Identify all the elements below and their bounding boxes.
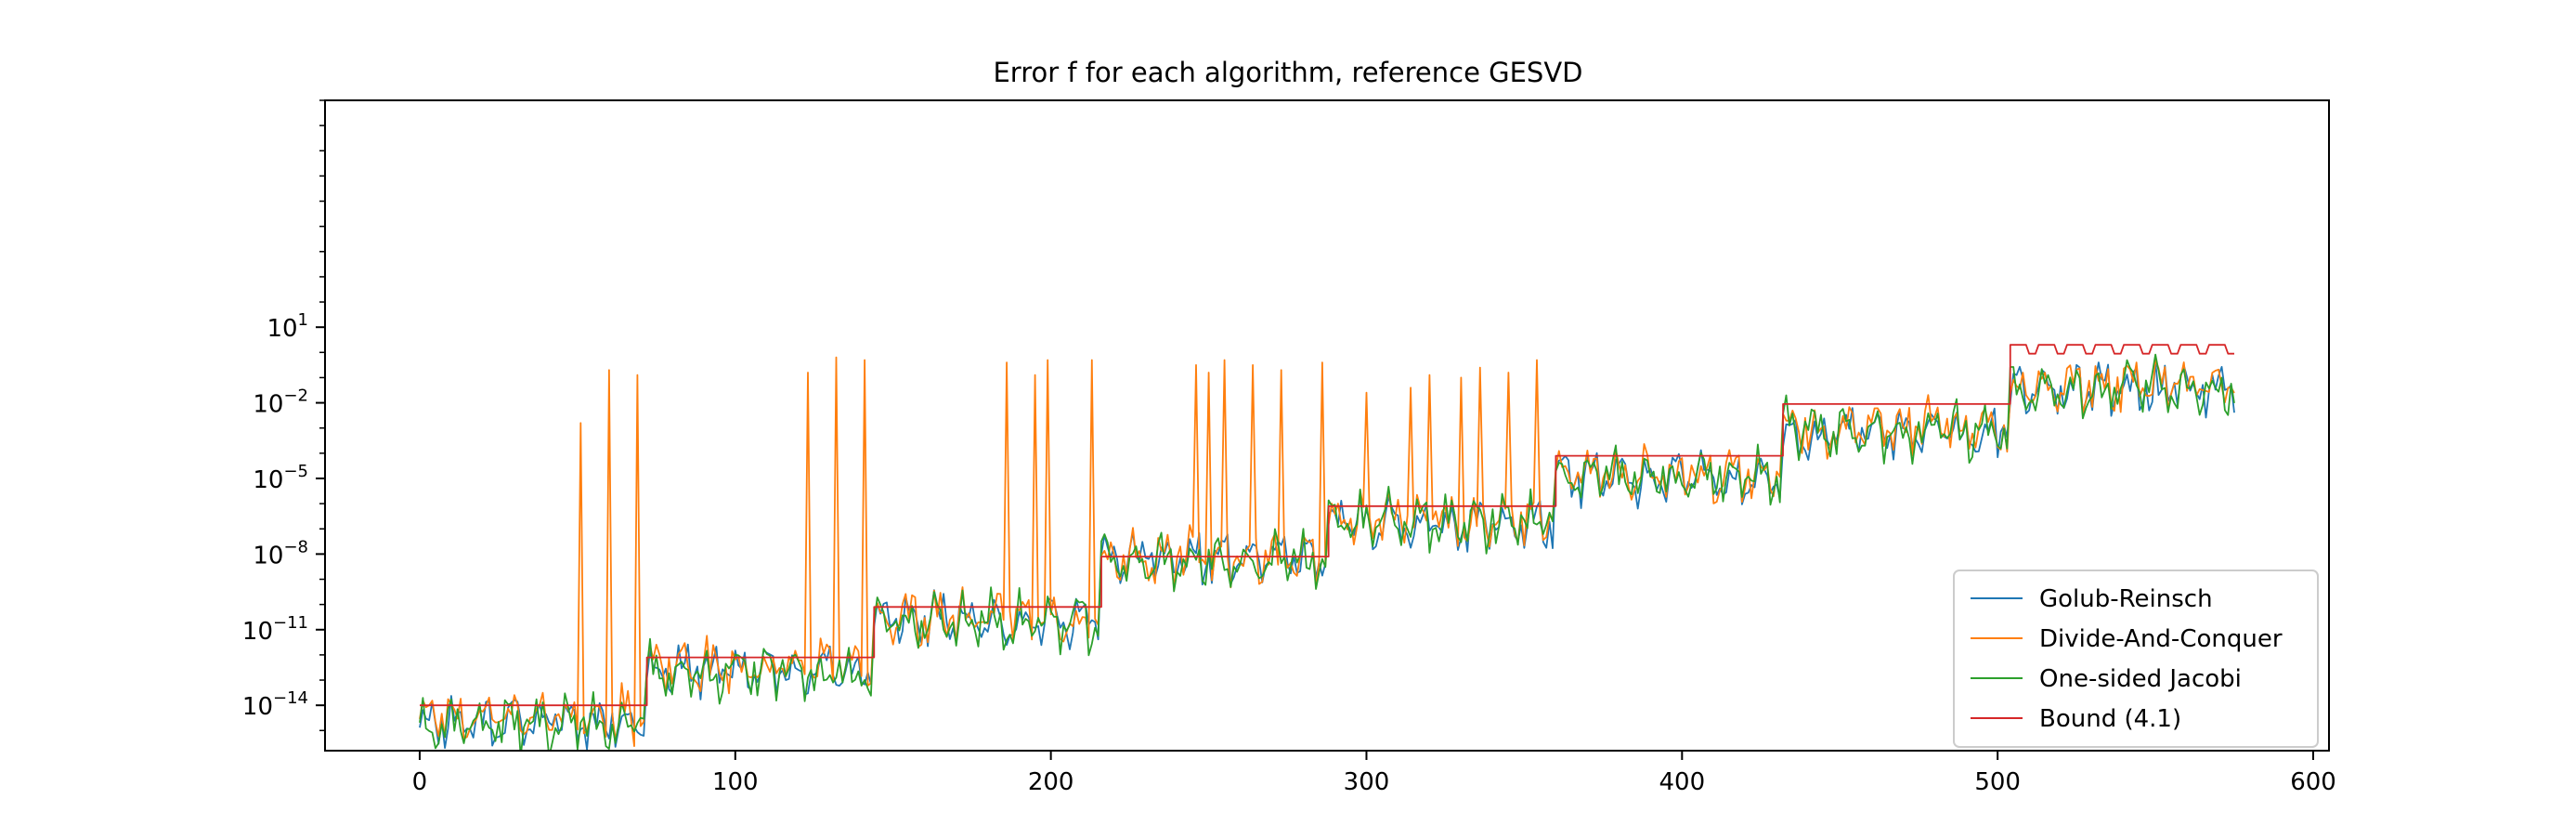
y-tick-exponent: −2 xyxy=(283,386,308,406)
series-line-3 xyxy=(420,344,2234,707)
y-tick-exponent: −14 xyxy=(273,688,308,708)
legend-label: One-sided Jacobi xyxy=(2039,665,2242,693)
y-tick-label: 10−5 xyxy=(253,462,308,494)
series-line-2 xyxy=(419,353,2235,751)
x-tick-label: 100 xyxy=(712,768,759,796)
y-tick-label: 10−11 xyxy=(242,613,308,646)
x-axis: 0 100 200 300 400 500 600 xyxy=(412,751,2336,796)
legend-box xyxy=(1953,570,2319,748)
y-tick-base: 10 xyxy=(242,618,273,646)
x-tick-label: 200 xyxy=(1028,768,1074,796)
legend: Golub-Reinsch Divide-And-Conquer One-sided… xyxy=(1953,570,2319,748)
y-tick-label: 10−2 xyxy=(253,386,308,419)
y-tick-base: 10 xyxy=(253,542,283,570)
y-tick-label: 10−8 xyxy=(253,537,308,570)
x-tick-label: 600 xyxy=(2290,768,2336,796)
y-tick-label: 10−14 xyxy=(242,688,308,721)
legend-label: Golub-Reinsch xyxy=(2039,585,2213,613)
y-tick-base: 10 xyxy=(253,466,283,494)
y-tick-exponent: −5 xyxy=(283,462,308,481)
y-tick-exponent: 1 xyxy=(298,310,308,330)
y-tick-base: 10 xyxy=(267,315,297,343)
y-tick-base: 10 xyxy=(242,693,273,721)
x-tick-label: 400 xyxy=(1659,768,1706,796)
y-tick-exponent: −8 xyxy=(283,537,308,556)
series-layer xyxy=(419,344,2235,751)
legend-label: Divide-And-Conquer xyxy=(2039,625,2283,653)
x-tick-label: 0 xyxy=(412,768,428,796)
chart-title: Error f for each algorithm, reference GE… xyxy=(993,57,1582,88)
y-tick-exponent: −11 xyxy=(273,613,308,633)
plot-frame xyxy=(324,99,2330,752)
y-tick-base: 10 xyxy=(253,391,283,419)
y-tick-label: 101 xyxy=(267,310,308,343)
x-tick-label: 500 xyxy=(1974,768,2021,796)
x-tick-label: 300 xyxy=(1344,768,1390,796)
legend-label: Bound (4.1) xyxy=(2039,705,2181,733)
